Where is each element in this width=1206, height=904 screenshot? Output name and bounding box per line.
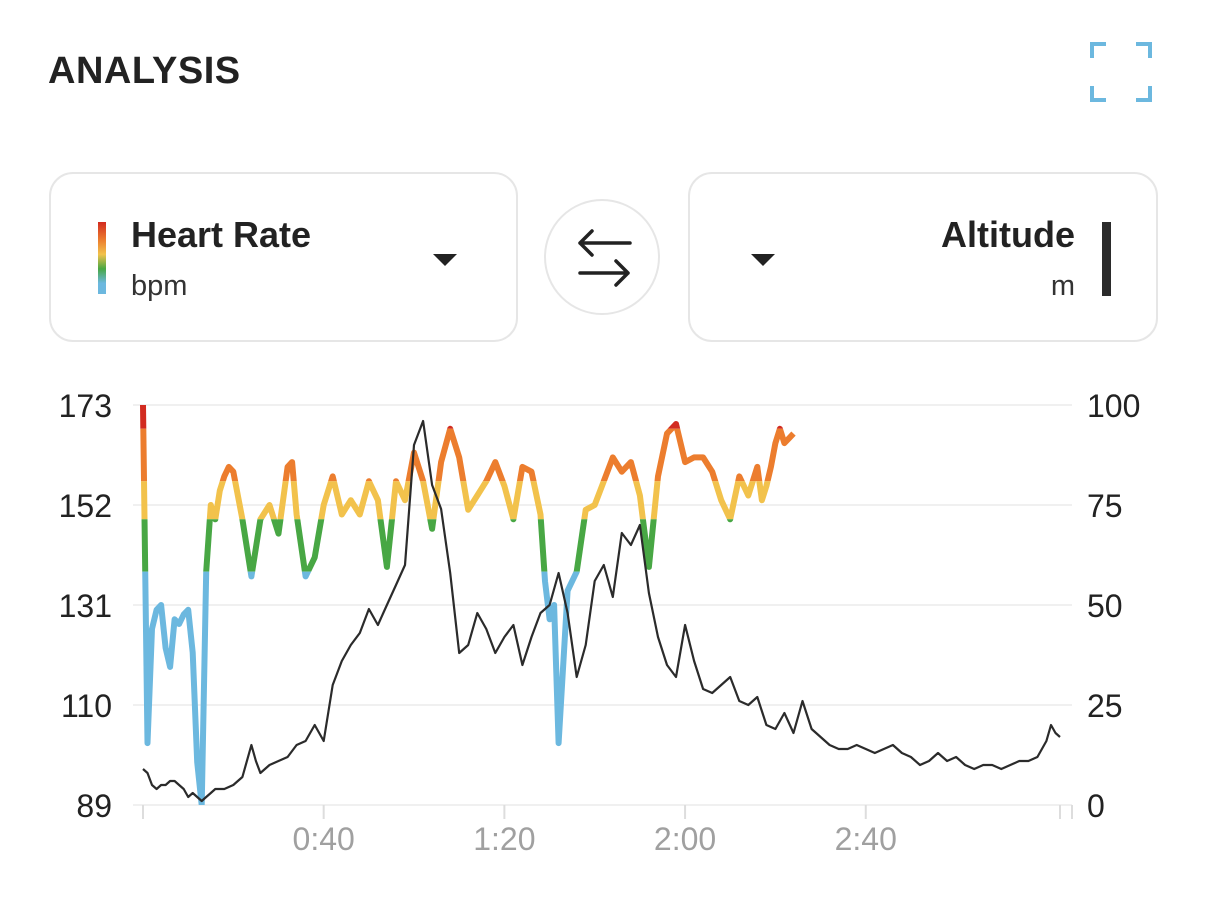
right-axis-tick-label: 0 bbox=[1087, 788, 1105, 824]
right-metric-label: Altitude bbox=[941, 214, 1075, 255]
page-title: ANALYSIS bbox=[48, 50, 241, 92]
left-axis-tick-label: 89 bbox=[76, 788, 112, 824]
altitude-series bbox=[142, 419, 1061, 803]
x-axis-tick-label: 0:40 bbox=[293, 821, 355, 857]
fullscreen-icon[interactable] bbox=[1090, 42, 1152, 102]
left-axis-tick-label: 131 bbox=[59, 588, 112, 624]
altitude-legend-swatch bbox=[1102, 222, 1111, 296]
x-axis-tick-label: 1:20 bbox=[473, 821, 535, 857]
chart-grid bbox=[133, 404, 1072, 806]
swap-arrows-icon bbox=[578, 229, 632, 287]
heart-rate-line-moderate bbox=[141, 481, 771, 520]
altitude-line bbox=[142, 419, 1061, 803]
heart-rate-series bbox=[140, 405, 796, 805]
left-axis-tick-label: 152 bbox=[59, 488, 112, 524]
right-axis-tick-label: 100 bbox=[1087, 388, 1140, 424]
analysis-chart[interactable]: 173 152 131 110 89 100 75 50 25 0 0:40 1:20 2:00 2:40 bbox=[0, 380, 1206, 880]
x-axis-tick-label: 2:40 bbox=[835, 821, 897, 857]
left-metric-selector[interactable]: Heart Rate bpm bbox=[49, 172, 518, 342]
left-metric-label: Heart Rate bbox=[131, 214, 312, 255]
chevron-down-icon[interactable] bbox=[433, 254, 457, 266]
x-axis-tick-label: 2:00 bbox=[654, 821, 716, 857]
right-metric-selector[interactable]: Altitude m bbox=[688, 172, 1158, 342]
chevron-down-icon[interactable] bbox=[751, 254, 775, 266]
right-axis-tick-label: 75 bbox=[1087, 488, 1123, 524]
heart-zone-legend bbox=[98, 222, 106, 294]
right-axis-tick-label: 50 bbox=[1087, 588, 1123, 624]
swap-axes-button[interactable] bbox=[544, 199, 660, 315]
right-metric-unit: m bbox=[1050, 270, 1075, 302]
left-metric-unit: bpm bbox=[131, 270, 188, 302]
heart-rate-line-high bbox=[140, 428, 796, 482]
right-axis-tick-label: 25 bbox=[1087, 688, 1123, 724]
left-axis-tick-label: 110 bbox=[61, 688, 112, 724]
left-axis-tick-label: 173 bbox=[59, 388, 112, 424]
chart-axes: 173 152 131 110 89 100 75 50 25 0 0:40 1:20 2:00 2:40 bbox=[59, 388, 1141, 857]
